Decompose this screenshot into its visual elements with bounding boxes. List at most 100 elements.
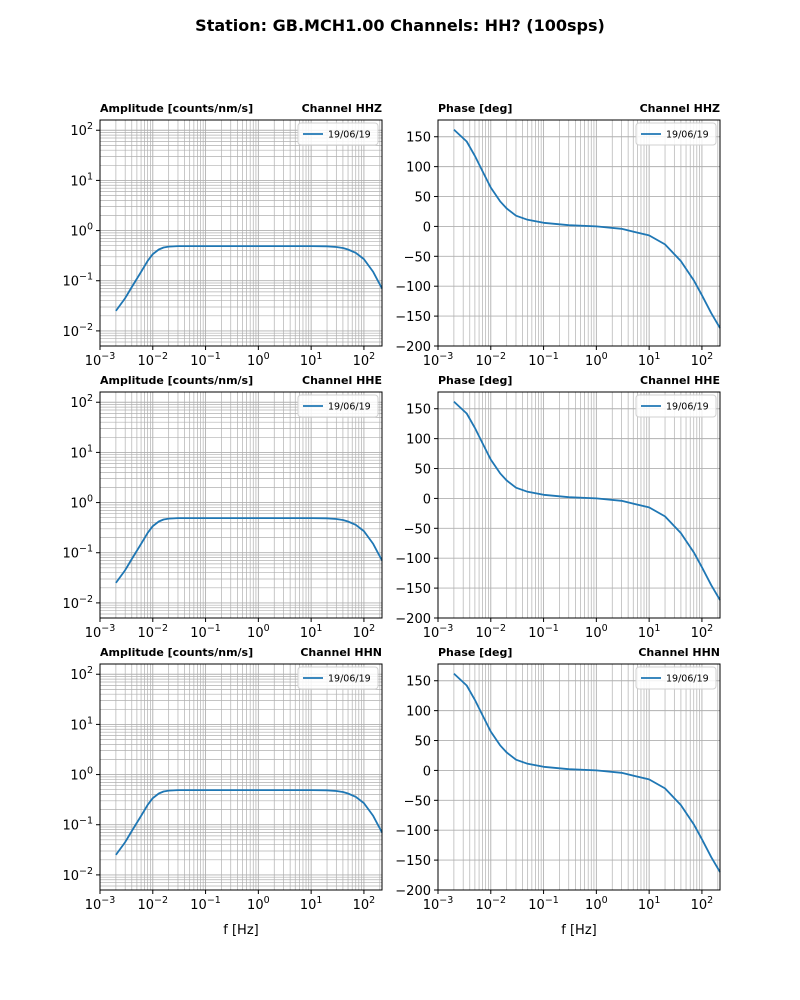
y-tick-label: 100	[70, 766, 93, 784]
y-tick-label: −50	[404, 522, 431, 537]
y-tick-label: 150	[406, 131, 431, 146]
y-tick-label: 100	[406, 705, 431, 720]
axes-frame	[99, 663, 383, 891]
x-tick-label: 10−1	[190, 895, 221, 913]
y-tick-label: 102	[70, 665, 93, 683]
figure-title: Station: GB.MCH1.00 Channels: HH? (100sp…	[195, 16, 605, 35]
legend-label: 19/06/19	[666, 402, 709, 413]
channel-label: Channel HHZ	[640, 102, 720, 115]
y-tick-label: 101	[70, 171, 93, 189]
legend-box	[297, 666, 379, 690]
axes-frame	[437, 663, 721, 891]
x-tick-label: 10−2	[476, 623, 507, 641]
subplot-phase-2: 10−3 10−2 10−1 100 101 102 150 100 50 0 −50 −100 −15…	[395, 374, 721, 641]
subplot-title: Phase [deg]	[438, 102, 512, 115]
x-tick-label: 10−1	[190, 351, 221, 369]
x-tick-label: 10−2	[138, 895, 169, 913]
x-tick-label: 10−1	[528, 623, 559, 641]
legend-label: 19/06/19	[328, 402, 371, 413]
legend: 19/06/19	[297, 394, 379, 418]
x-tick-label: 10−3	[423, 351, 454, 369]
subplot-title: Amplitude [counts/nm/s]	[100, 102, 253, 115]
series-line	[115, 517, 383, 584]
legend-box	[635, 394, 717, 418]
subplot-title: Amplitude [counts/nm/s]	[100, 374, 253, 387]
y-tick-label: 0	[423, 220, 431, 235]
y-tick-label: 10−2	[62, 322, 93, 340]
axes-frame	[437, 119, 721, 347]
subplot-title: Amplitude [counts/nm/s]	[100, 646, 253, 659]
y-tick-label: 150	[406, 675, 431, 690]
legend: 19/06/19	[635, 394, 717, 418]
y-tick-label: −200	[395, 884, 431, 899]
y-tick-label: 10−1	[62, 816, 93, 834]
y-tick-label: −200	[395, 612, 431, 627]
legend-box	[297, 394, 379, 418]
x-tick-label: 10−3	[85, 351, 116, 369]
x-tick-label: 10−2	[476, 351, 507, 369]
channel-label: Channel HHE	[302, 374, 382, 387]
x-tick-label: 10−2	[138, 623, 169, 641]
x-tick-label: 102	[353, 623, 376, 641]
legend-label: 19/06/19	[328, 674, 371, 685]
series-line	[453, 672, 721, 873]
x-tick-label: 101	[300, 351, 323, 369]
x-tick-label: 102	[353, 351, 376, 369]
x-tick-label: 100	[585, 623, 608, 641]
subplot-phase-3: 10−3 10−2 10−1 100 101 102 150 100 50 0 −50 −100 −15…	[395, 646, 721, 938]
legend: 19/06/19	[297, 122, 379, 146]
y-tick-label: 10−1	[62, 272, 93, 290]
x-tick-label: 101	[638, 351, 661, 369]
series-line	[453, 128, 721, 329]
legend: 19/06/19	[635, 122, 717, 146]
x-tick-label: 102	[691, 351, 714, 369]
legend-label: 19/06/19	[666, 674, 709, 685]
x-tick-label: 10−1	[528, 351, 559, 369]
legend-label: 19/06/19	[328, 130, 371, 141]
y-tick-label: 100	[70, 222, 93, 240]
y-tick-label: 102	[70, 393, 93, 411]
x-tick-label: 100	[247, 623, 270, 641]
x-tick-label: 101	[300, 895, 323, 913]
y-tick-label: −200	[395, 340, 431, 355]
x-tick-label: 10−2	[138, 351, 169, 369]
legend-box	[297, 122, 379, 146]
subplot-amplitude-1: 10−3 10−2 10−1 100 101 102 10−2 10−1 100 101 102 Am…	[62, 102, 383, 369]
axes-frame	[437, 391, 721, 619]
subplot-phase-1: 10−3 10−2 10−1 100 101 102 150 100 50 0 −50 −100 −15…	[395, 102, 721, 369]
subplot-amplitude-3: 10−3 10−2 10−1 100 101 102 10−2 10−1 100 101 102 Am…	[62, 646, 383, 938]
y-tick-label: 100	[70, 494, 93, 512]
y-tick-label: 100	[406, 433, 431, 448]
y-tick-label: −150	[395, 310, 431, 325]
y-tick-label: −100	[395, 280, 431, 295]
channel-label: Channel HHN	[638, 646, 720, 659]
y-tick-label: 10−2	[62, 866, 93, 884]
y-tick-label: −100	[395, 552, 431, 567]
y-tick-label: 0	[423, 764, 431, 779]
y-tick-label: 10−2	[62, 594, 93, 612]
y-tick-label: −150	[395, 854, 431, 869]
legend-box	[635, 122, 717, 146]
x-tick-label: 102	[691, 895, 714, 913]
y-tick-label: 10−1	[62, 544, 93, 562]
y-tick-label: 50	[414, 463, 431, 478]
y-tick-label: 50	[414, 735, 431, 750]
y-tick-label: 101	[70, 715, 93, 733]
axes-frame	[99, 391, 383, 619]
subplot-title: Phase [deg]	[438, 646, 512, 659]
x-tick-label: 101	[300, 623, 323, 641]
channel-label: Channel HHE	[640, 374, 720, 387]
y-tick-label: −50	[404, 250, 431, 265]
x-tick-label: 102	[691, 623, 714, 641]
x-tick-label: 10−3	[85, 623, 116, 641]
x-tick-label: 101	[638, 895, 661, 913]
legend-box	[635, 666, 717, 690]
y-tick-label: 102	[70, 121, 93, 139]
subplot-amplitude-2: 10−3 10−2 10−1 100 101 102 10−2 10−1 100 101 102 Am…	[62, 374, 383, 641]
series-line	[115, 245, 383, 312]
y-tick-label: 50	[414, 191, 431, 206]
x-tick-label: 10−2	[476, 895, 507, 913]
channel-label: Channel HHN	[300, 646, 382, 659]
legend-label: 19/06/19	[666, 130, 709, 141]
x-axis-label: f [Hz]	[561, 923, 596, 938]
